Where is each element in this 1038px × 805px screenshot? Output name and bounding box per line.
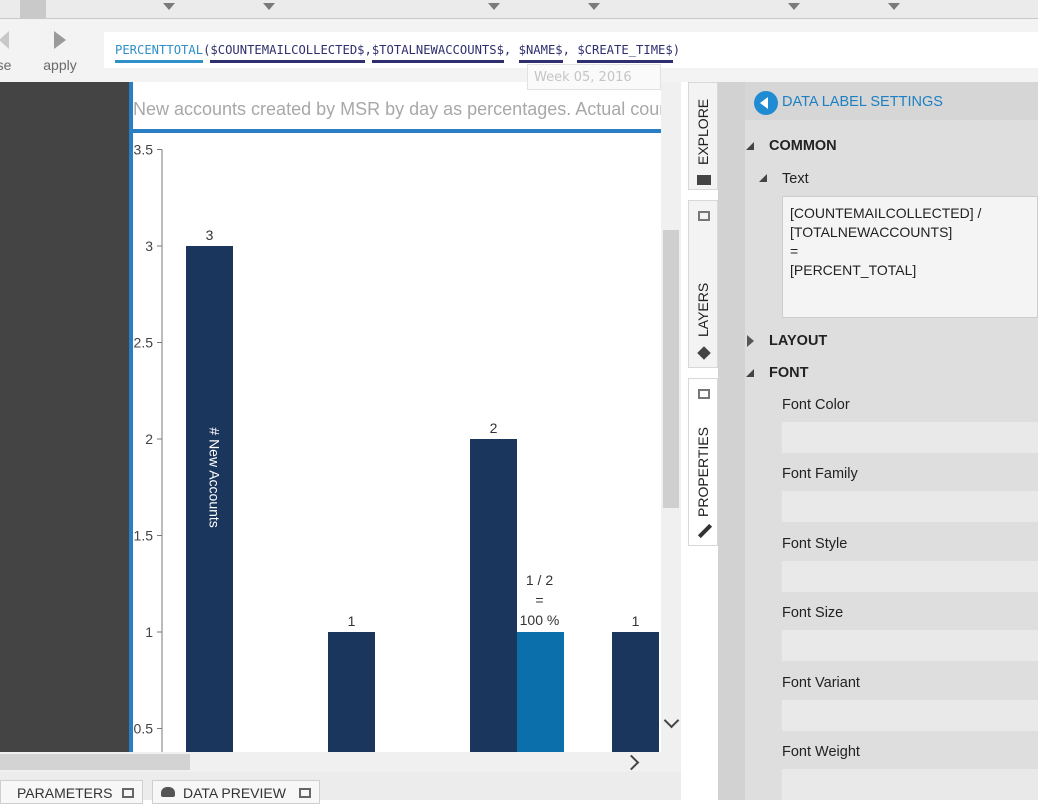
formula-arg: $NAME$ (518, 43, 563, 63)
y-tick-label: 2 (145, 431, 153, 447)
font-family-label: Font Family (782, 466, 858, 482)
dropdown-caret-icon[interactable] (263, 3, 275, 10)
series-label: # New Accounts (207, 427, 223, 527)
properties-gutter (718, 82, 745, 800)
section-common[interactable]: COMMON (769, 138, 837, 154)
y-tick-label: 1 (145, 624, 153, 640)
y-tick-label: 1.5 (134, 528, 154, 544)
dropdown-caret-icon[interactable] (588, 3, 600, 10)
y-tick-label: 3.5 (134, 142, 154, 158)
tab-layers-label: LAYERS (695, 282, 711, 337)
maximize-icon[interactable] (122, 788, 134, 798)
y-tick-label: 2.5 (134, 335, 154, 351)
collapse-triangle-icon[interactable] (759, 174, 767, 182)
y-tick-label: 0.5 (134, 721, 154, 737)
bar (328, 632, 375, 752)
percent-data-label: 1 / 2 (526, 572, 553, 588)
previous-date-field: Week 05, 2016 (527, 64, 661, 90)
font-style-field[interactable] (782, 561, 1038, 592)
font-style-label: Font Style (782, 536, 848, 552)
properties-title[interactable]: DATA LABEL SETTINGS (782, 94, 943, 110)
tab-parameters-label: PARAMETERS (17, 785, 113, 801)
close-button[interactable]: se (0, 31, 16, 73)
brush-icon (697, 523, 713, 539)
collapse-triangle-icon[interactable] (746, 369, 754, 377)
bar (470, 439, 517, 752)
data-label: 1 (348, 613, 356, 629)
horizontal-scroll-thumb[interactable] (0, 754, 190, 770)
back-arrow-icon (0, 31, 9, 49)
text-template-input[interactable]: [COUNTEMAILCOLLECTED] / [TOTALNEWACCOUNT… (782, 196, 1038, 318)
text-label: Text (782, 171, 809, 187)
tab-properties-label: PROPERTIES (695, 427, 711, 517)
percent-data-label: = (535, 592, 543, 608)
bar (517, 632, 564, 752)
panel-icon (698, 211, 710, 221)
font-weight-field[interactable] (782, 769, 1038, 800)
eye-icon (161, 787, 175, 797)
database-icon (697, 175, 711, 185)
maximize-icon[interactable] (299, 788, 311, 798)
formula-arg: $COUNTEMAILCOLLECTED$ (210, 43, 365, 63)
section-font[interactable]: FONT (769, 365, 809, 381)
tab-explore-label: EXPLORE (695, 98, 711, 165)
font-weight-label: Font Weight (782, 744, 860, 760)
canvas-selection-border (129, 82, 133, 752)
tab-data-preview-label: DATA PREVIEW (183, 785, 286, 801)
left-panel (0, 82, 129, 752)
font-size-field[interactable] (782, 630, 1038, 661)
expand-triangle-icon[interactable] (747, 335, 754, 347)
tab-parameters[interactable]: PARAMETERS (0, 780, 143, 804)
chart-selection-top-border (133, 129, 661, 133)
chart-canvas[interactable]: 3.5 3 2.5 2 1.5 1 0.5 3 1 2 1 1 / 2 = 100 % # New Acco… (133, 82, 661, 752)
tab-explore[interactable]: EXPLORE (688, 82, 718, 190)
layers-icon (697, 346, 711, 360)
tab-data-preview[interactable]: DATA PREVIEW (152, 780, 320, 804)
vertical-scroll-thumb[interactable] (663, 230, 679, 508)
close-label: se (0, 57, 12, 73)
font-color-field[interactable] (782, 422, 1038, 453)
tab-properties[interactable]: PROPERTIES (688, 378, 718, 546)
section-layout[interactable]: LAYOUT (769, 333, 828, 349)
formula-arg: $TOTALNEWACCOUNTS$ (371, 43, 504, 63)
play-arrow-icon (54, 31, 66, 49)
font-family-field[interactable] (782, 491, 1038, 522)
bar (186, 246, 233, 752)
font-variant-field[interactable] (782, 700, 1038, 731)
formula-input[interactable]: PERCENTTOTAL($COUNTEMAILCOLLECTED$,$TOTA… (104, 32, 1038, 68)
tab-layers[interactable]: LAYERS (688, 200, 718, 368)
apply-button[interactable]: apply (40, 31, 80, 73)
y-tick-label: 3 (145, 238, 153, 254)
bar (612, 632, 659, 752)
font-color-label: Font Color (782, 397, 850, 413)
font-variant-label: Font Variant (782, 675, 860, 691)
font-size-label: Font Size (782, 605, 844, 621)
top-column-strip (0, 0, 1038, 19)
percent-data-label: 100 % (520, 612, 560, 628)
panel-icon (698, 389, 710, 399)
collapse-triangle-icon[interactable] (746, 142, 754, 150)
dropdown-caret-icon[interactable] (488, 3, 500, 10)
apply-label: apply (43, 57, 77, 73)
dropdown-caret-icon[interactable] (788, 3, 800, 10)
data-label: 3 (206, 227, 214, 243)
formula-arg: $CREATE_TIME$ (577, 43, 673, 63)
data-label: 1 (632, 613, 640, 629)
back-arrow-icon[interactable] (754, 91, 778, 115)
data-label: 2 (490, 420, 498, 436)
chart-description: New accounts created by MSR by day as pe… (133, 99, 661, 119)
dropdown-caret-icon[interactable] (163, 3, 175, 10)
dropdown-caret-icon[interactable] (888, 3, 900, 10)
formula-function: PERCENTTOTAL (115, 43, 204, 63)
column-tab[interactable] (20, 0, 46, 18)
bar-chart[interactable]: 3.5 3 2.5 2 1.5 1 0.5 3 1 2 1 1 / 2 = 100 % # New Acco… (133, 82, 661, 752)
properties-header (745, 82, 1038, 120)
